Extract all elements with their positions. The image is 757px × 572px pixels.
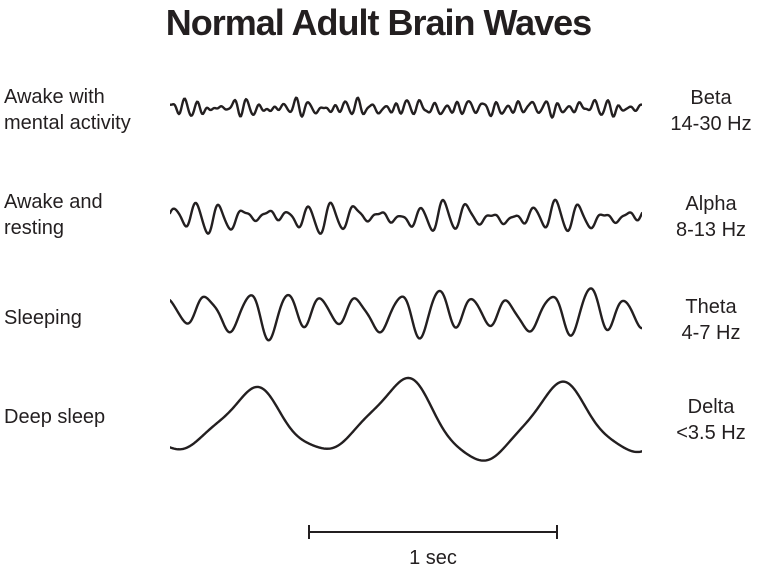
scale-bar-line [308, 531, 558, 533]
band-name: Beta [690, 87, 732, 109]
wave-trace-beta [170, 96, 642, 119]
scale-bar-label: 1 sec [409, 547, 457, 569]
band-frequency-range: 8-13 Hz [675, 219, 747, 241]
state-label-alpha: Awake and resting [4, 191, 103, 239]
band-name: Theta [685, 296, 737, 318]
band-label-beta: Beta 14-30 Hz [650, 85, 757, 137]
scale-bar [308, 525, 558, 539]
band-label-theta: Theta 4-7 Hz [650, 294, 757, 346]
band-label-alpha: Alpha 8-13 Hz [650, 191, 757, 243]
wave-trace-alpha [170, 198, 642, 235]
state-label-delta: Deep sleep [4, 406, 106, 428]
band-name: Alpha [685, 193, 737, 215]
figure-title: Normal Adult Brain Waves [165, 2, 592, 43]
band-frequency-range: 14-30 Hz [670, 113, 752, 135]
scale-bar-tick-right [556, 525, 558, 539]
band-name: Delta [687, 396, 735, 418]
band-label-delta: Delta <3.5 Hz [650, 394, 757, 446]
band-frequency-range: <3.5 Hz [676, 422, 746, 444]
wave-trace-delta [170, 376, 642, 462]
state-label-beta: Awake with mental activity [4, 86, 131, 134]
wave-trace-theta [170, 287, 642, 342]
state-label-theta: Sleeping [4, 307, 82, 329]
band-frequency-range: 4-7 Hz [681, 322, 741, 344]
